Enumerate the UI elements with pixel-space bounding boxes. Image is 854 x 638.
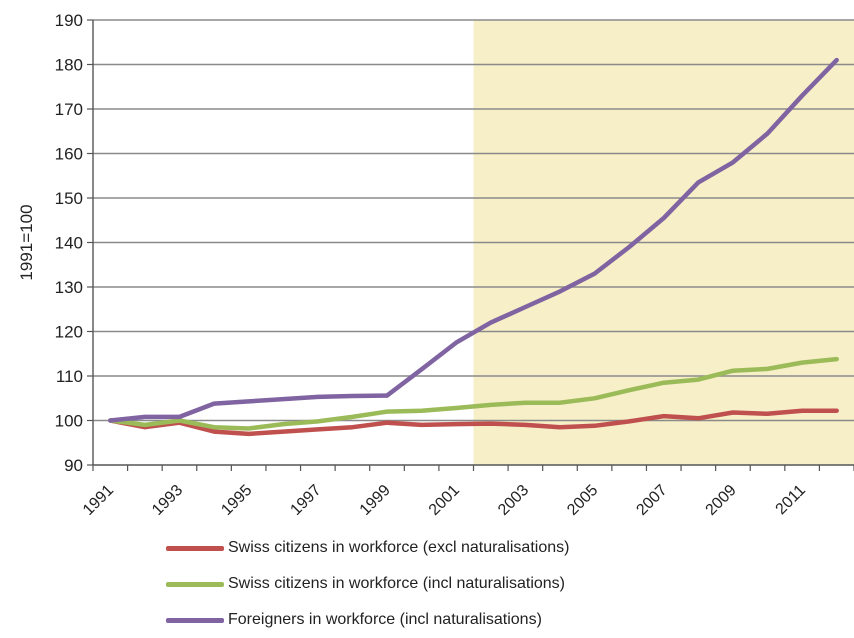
y-tick-label: 160 xyxy=(55,145,83,164)
legend-item-foreigners: Foreigners in workforce (incl naturalisa… xyxy=(166,602,569,638)
x-tick-label: 1997 xyxy=(287,482,324,519)
legend-label-swiss-incl: Swiss citizens in workforce (incl natura… xyxy=(228,575,565,593)
y-tick-label: 170 xyxy=(55,100,83,119)
x-tick-label: 2005 xyxy=(564,482,601,519)
y-tick-labels: 90 100 110 120 130 140 150 160 170 180 190 xyxy=(55,11,83,475)
legend: Swiss citizens in workforce (excl natura… xyxy=(166,530,569,638)
legend-swatch-swiss-incl xyxy=(166,582,224,587)
legend-label-swiss-excl: Swiss citizens in workforce (excl natura… xyxy=(228,539,569,557)
x-tick-label: 2003 xyxy=(495,482,532,519)
x-tick-label: 2007 xyxy=(633,482,670,519)
x-tick-label: 1993 xyxy=(149,482,186,519)
x-tick-label: 2001 xyxy=(426,482,463,519)
x-tick-label: 1995 xyxy=(218,482,255,519)
legend-label-foreigners: Foreigners in workforce (incl naturalisa… xyxy=(228,611,542,629)
y-tick-label: 130 xyxy=(55,278,83,297)
x-tick-label: 2009 xyxy=(703,482,740,519)
x-tick-label: 1991 xyxy=(80,482,117,519)
y-tick-label: 140 xyxy=(55,234,83,253)
y-tick-label: 180 xyxy=(55,56,83,75)
x-tick-label: 2011 xyxy=(773,482,809,518)
y-tick-label: 120 xyxy=(55,323,83,342)
x-tick-labels: 1991 1993 1995 1997 1999 2001 2003 2005 2007 2009… xyxy=(80,482,809,519)
y-tick-label: 100 xyxy=(55,412,83,431)
y-tick-label: 90 xyxy=(64,456,83,475)
x-tick-label: 1999 xyxy=(357,482,394,519)
legend-item-swiss-excl: Swiss citizens in workforce (excl natura… xyxy=(166,530,569,566)
y-tick-label: 150 xyxy=(55,189,83,208)
y-tick-label: 110 xyxy=(56,367,83,386)
legend-item-swiss-incl: Swiss citizens in workforce (incl natura… xyxy=(166,566,569,602)
legend-swatch-foreigners xyxy=(166,618,224,623)
legend-swatch-swiss-excl xyxy=(166,546,224,551)
y-tick-label: 190 xyxy=(55,11,83,30)
y-axis-label: 1991=100 xyxy=(17,204,36,280)
